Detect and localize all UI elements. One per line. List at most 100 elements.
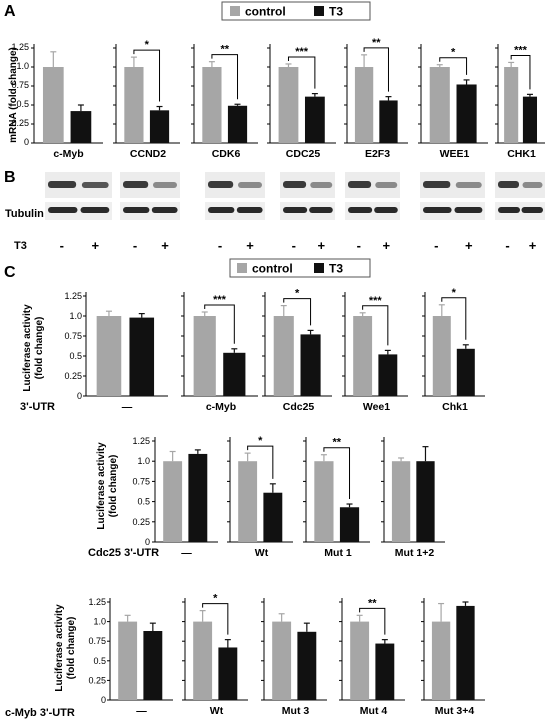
panel-a-ytick-3: 0.5 — [16, 99, 29, 109]
panel-c-letter: C — [4, 264, 16, 281]
a-3-bar-control — [278, 67, 299, 143]
c3-0-category-label: — — [136, 705, 147, 717]
blot-target-band-control — [208, 181, 234, 188]
blot-minus-label: - — [218, 238, 222, 253]
c2-2-category-label: Mut 1 — [324, 547, 352, 559]
blot-plus-label: + — [91, 238, 99, 253]
c2-ytick-label: 0.5 — [137, 497, 150, 507]
c1-3-category-label: Wee1 — [363, 401, 390, 413]
c3-3-bar-t3 — [375, 643, 395, 700]
c1-ytick-label: 0.25 — [64, 371, 82, 381]
panel-c-yticks: 1.25 1.0 0.75 0.5 0.25 0 1.25 1.0 0.75 0.5 0.25 0 1.… — [64, 291, 150, 705]
c1-0-bar-control — [96, 316, 122, 396]
blot-target-band-control — [498, 181, 519, 188]
blot-minus-label: - — [434, 238, 438, 253]
blot-tubulin-bg — [280, 202, 335, 220]
blot-tubulin-band-t3 — [521, 207, 543, 213]
legend-c-label-control: control — [252, 262, 293, 276]
a-0-bar-control — [42, 67, 64, 143]
c1-2-bar-t3 — [300, 334, 321, 396]
blot-minus-label: - — [357, 238, 361, 253]
a-5-sig-stars: * — [451, 47, 456, 59]
a-6-sig-bracket — [510, 54, 531, 90]
panel-c-legend: control T3 — [229, 258, 371, 278]
blot-target-band-t3 — [455, 182, 482, 188]
blot-tubulin-band-control — [123, 207, 150, 213]
panel-a-ytick-4: 0.25 — [11, 118, 29, 128]
c2-3-category-label: Mut 1+2 — [395, 547, 435, 559]
c1-3-bar-t3 — [378, 354, 398, 396]
a-1-category-label: CCND2 — [130, 148, 166, 160]
c1-4-bar-control — [432, 316, 451, 396]
c2-ytick-label: 1.25 — [132, 436, 150, 446]
a-5-bar-control — [429, 67, 450, 143]
legend-a-swatch-t3 — [314, 6, 324, 16]
c1-ylabel-line1: Luciferase activity — [22, 304, 33, 392]
c3-ytick-label: 0.25 — [88, 675, 106, 685]
legend-c-label-t3: T3 — [329, 262, 343, 276]
blot-minus-label: - — [60, 238, 64, 253]
a-3-sig-stars: *** — [295, 46, 309, 58]
c1-ytick-label: 0.75 — [64, 331, 82, 341]
a-4-sig-bracket — [363, 47, 389, 92]
c2-3-bar-t3 — [416, 461, 435, 542]
a-3-bar-t3 — [304, 96, 325, 143]
c3-ytick-label: 0.5 — [93, 656, 106, 666]
a-3-sig-bracket — [287, 56, 316, 89]
legend-c-frame — [229, 258, 371, 278]
blot-tubulin-bg — [495, 202, 545, 220]
c1-1-bar-control — [193, 316, 216, 396]
a-2-bar-control — [202, 67, 222, 143]
c1-ytick-label: 0 — [77, 391, 82, 401]
a-5-category-label: WEE1 — [440, 148, 470, 160]
c1-1-category-label: c-Myb — [206, 401, 236, 413]
c1-ytick-label: 1.25 — [64, 291, 82, 301]
panel-a-letter: A — [4, 3, 16, 20]
c3-1-sig-stars: * — [213, 593, 218, 605]
blot-tubulin-band-control — [423, 207, 452, 213]
a-3-category-label: CDC25 — [286, 148, 321, 160]
legend-a-label-control: control — [245, 5, 286, 19]
c2-2-bar-control — [314, 461, 334, 542]
panel-a-ytick-5: 0 — [24, 137, 29, 147]
a-0-bar-t3 — [70, 111, 92, 143]
c3-ylabel-group: Luciferase activity (fold change) — [54, 604, 77, 692]
blot-plus-label: + — [246, 238, 254, 253]
blot-target-band-control — [348, 181, 372, 188]
c1-0-category-label: — — [122, 401, 133, 413]
c2-0-bar-control — [163, 461, 183, 542]
blot-tubulin-band-t3 — [80, 207, 110, 213]
a-4-sig-stars: ** — [372, 37, 381, 49]
blot-minus-label: - — [292, 238, 296, 253]
blot-target-band-control — [283, 181, 307, 188]
panel-a-ytick-2: 0.75 — [11, 80, 29, 90]
c2-1-category-label: Wt — [255, 547, 269, 559]
a-2-sig-stars: ** — [220, 44, 229, 56]
a-1-bar-control — [124, 67, 144, 143]
panel-b-tubulin-label: Tubulin — [5, 208, 44, 220]
blot-tubulin-band-t3 — [374, 207, 398, 213]
c2-row-label: Cdc25 3'-UTR — [88, 547, 159, 559]
c2-ylabel-line2: (fold change) — [108, 455, 119, 518]
c3-ylabel-line2: (fold change) — [66, 617, 77, 680]
c3-2-category-label: Mut 3 — [282, 705, 310, 717]
a-5-bar-t3 — [456, 84, 477, 143]
panel-c-charts: —***c-Myb*Cdc25***Wee1*Chk1—*Wt**Mut 1 Mu… — [83, 287, 485, 717]
panel-b-t3-label: T3 — [14, 240, 27, 252]
blot-tubulin-band-t3 — [151, 207, 178, 213]
blot-minus-label: - — [505, 238, 509, 253]
c3-row-label: c-Myb 3'-UTR — [5, 707, 75, 719]
c2-ytick-label: 0.75 — [132, 476, 150, 486]
c2-1-bar-t3 — [263, 492, 283, 542]
legend-c-swatch-control — [237, 263, 247, 273]
a-1-sig-stars: * — [145, 39, 150, 51]
c3-1-category-label: Wt — [210, 705, 224, 717]
c3-4-category-label: Mut 3+4 — [435, 705, 475, 717]
blot-target-band-control — [123, 181, 149, 188]
blot-target-band-t3 — [238, 182, 262, 188]
blot-plus-label: + — [465, 238, 473, 253]
blot-target-band-t3 — [81, 182, 109, 188]
blot-target-band-control — [423, 181, 451, 188]
blot-target-band-t3 — [310, 182, 333, 188]
legend-a-swatch-control — [230, 6, 240, 16]
